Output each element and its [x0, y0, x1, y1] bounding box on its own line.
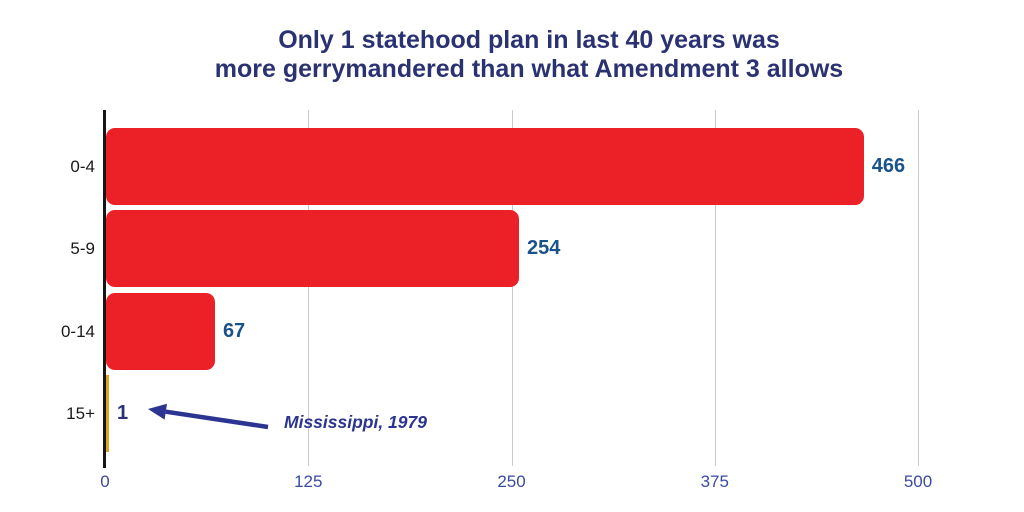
y-axis-line	[103, 110, 106, 468]
bar-5-9	[106, 210, 519, 288]
chart-title: Only 1 statehood plan in last 40 years w…	[0, 26, 1024, 84]
gridline-250	[511, 110, 513, 466]
value-label: 254	[527, 237, 561, 260]
annotation-arrow-icon	[148, 403, 269, 430]
x-tick-label: 375	[700, 472, 729, 491]
x-tick-label: 250	[497, 472, 526, 491]
annotation-label: Mississippi, 1979	[284, 412, 427, 432]
bar-0-4	[106, 128, 864, 205]
category-label: 0-4	[70, 157, 95, 176]
chart-title-line2: more gerrymandered than what Amendment 3…	[214, 55, 844, 83]
x-tick-label: 0	[100, 472, 110, 491]
category-label: 0-14	[60, 321, 95, 341]
category-label: 5-9	[70, 239, 95, 259]
value-label: 466	[871, 155, 906, 177]
gridline-375	[714, 110, 716, 466]
chart-title-line1: Only 1 statehood plan in last 40 years w…	[278, 26, 780, 54]
category-label: 15+	[66, 403, 95, 423]
value-label: 67	[222, 319, 246, 342]
gridline-500	[918, 110, 919, 466]
x-tick-label: 500	[903, 472, 933, 491]
bar-0-14	[106, 292, 215, 370]
x-tick-label: 125	[294, 472, 323, 491]
value-label: 1	[117, 401, 129, 424]
gridline-125	[308, 110, 310, 466]
bar-15+	[106, 374, 109, 452]
